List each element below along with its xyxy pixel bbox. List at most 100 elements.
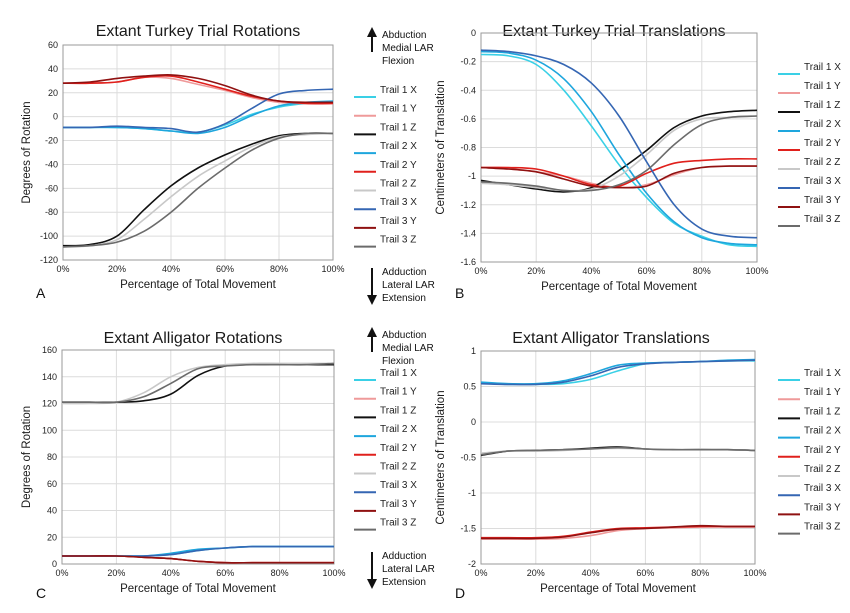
annotation-adduction: Adduction <box>382 551 426 562</box>
y-tick-label: -40 <box>45 159 58 169</box>
x-tick-label: 100% <box>743 568 766 578</box>
y-tick-label: 60 <box>47 479 57 489</box>
x-tick-label: 60% <box>216 568 234 578</box>
y-tick-label: -100 <box>40 231 58 241</box>
y-tick-label: -80 <box>45 207 58 217</box>
y-tick-label: -1.4 <box>460 228 476 238</box>
series-line-trail-3-x <box>480 359 756 386</box>
legend-entry: Trail 3 Z <box>804 214 840 225</box>
x-tick-label: 40% <box>162 568 180 578</box>
x-tick-label: 20% <box>107 568 125 578</box>
x-tick-label: 60% <box>216 264 234 274</box>
plot-frame <box>62 44 334 261</box>
x-tick-label: 60% <box>636 568 654 578</box>
series-line-trail-3-z <box>480 446 756 456</box>
legend-entry: Trail 3 X <box>804 176 841 187</box>
annotation-abduction: Abduction <box>382 30 426 41</box>
annotation-medial-lar: Medial LAR <box>382 43 434 54</box>
panel-letter: A <box>36 285 46 301</box>
x-tick-label: 100% <box>745 266 768 276</box>
y-tick-label: 120 <box>42 399 57 409</box>
y-tick-label: 20 <box>48 88 58 98</box>
chart-title: Extant Alligator Translations <box>512 330 709 347</box>
y-tick-label: 0 <box>52 559 57 569</box>
y-tick-label: -1.6 <box>460 257 476 267</box>
panel-letter: C <box>36 585 46 601</box>
legend-entry: Trail 1 Y <box>804 81 841 92</box>
y-tick-label: -0.4 <box>460 85 476 95</box>
y-tick-label: -1.2 <box>460 200 476 210</box>
chart-panel-b: Extant Turkey Trial Translations 0 -0.2 -0.… <box>435 23 841 301</box>
x-tick-label: 20% <box>527 568 545 578</box>
legend-entry: Trail 2 X <box>804 119 841 130</box>
x-axis-title: Percentage of Total Movement <box>120 583 277 595</box>
y-tick-label: -1 <box>468 488 476 498</box>
y-tick-label: -1.5 <box>460 524 476 534</box>
x-tick-label: 60% <box>638 266 656 276</box>
legend-entry: Trail 2 Y <box>804 138 841 149</box>
annotation-lateral-lar: Lateral LAR <box>382 280 435 291</box>
legend-entry: Trail 2 Y <box>804 445 841 456</box>
legend-entry: Trail 1 X <box>380 85 417 96</box>
legend-entry: Trail 2 Y <box>380 443 417 454</box>
chart-title: Extant Turkey Trial Translations <box>502 23 725 40</box>
y-tick-label: -0.5 <box>460 453 476 463</box>
legend-entry: Trail 3 Y <box>380 216 417 227</box>
series-line-trail-2-z <box>480 115 758 192</box>
y-tick-label: 140 <box>42 372 57 382</box>
panel-letter: B <box>455 285 464 301</box>
legend-entry: Trail 3 X <box>380 197 417 208</box>
legend-entry: Trail 2 X <box>380 424 417 435</box>
legend-entry: Trail 2 X <box>804 426 841 437</box>
annotation-adduction: Adduction <box>382 267 426 278</box>
series-line-trail-3-y <box>481 524 756 540</box>
y-tick-label: 80 <box>47 452 57 462</box>
legend-entry: Trail 1 Z <box>380 122 416 133</box>
x-tick-label: 100% <box>322 568 345 578</box>
annotation-abduction: Abduction <box>382 330 426 341</box>
x-tick-label: 80% <box>271 568 289 578</box>
chart-title: Extant Turkey Trial Rotations <box>96 23 301 40</box>
series-line-trail-2-x <box>62 100 334 135</box>
y-axis-title: Degrees of Rotation <box>21 406 33 508</box>
direction-annotation-bottom-a: Adduction Lateral LAR Extension <box>367 267 435 305</box>
x-tick-label: 40% <box>582 266 600 276</box>
direction-annotation-top-a: Abduction Medial LAR Flexion <box>367 27 434 67</box>
y-tick-label: 60 <box>48 40 58 50</box>
legend-entry: Trail 2 Y <box>380 160 417 171</box>
series-line-trail-2-y <box>480 158 758 188</box>
series-line-trail-3-x <box>62 88 334 134</box>
arrowhead-up-icon <box>367 27 377 37</box>
legend-entry: Trail 3 Z <box>380 518 416 529</box>
x-tick-label: 80% <box>691 568 709 578</box>
x-axis-title: Percentage of Total Movement <box>120 279 277 291</box>
legend-entry: Trail 3 Y <box>380 499 417 510</box>
series-line-trail-3-y <box>480 165 758 189</box>
annotation-extension: Extension <box>382 293 426 304</box>
annotation-extension: Extension <box>382 577 426 588</box>
direction-annotation-bottom-c: Adduction Lateral LAR Extension <box>367 551 435 589</box>
legend-entry: Trail 1 Y <box>380 104 417 115</box>
x-tick-label: 80% <box>693 266 711 276</box>
y-tick-label: 40 <box>48 64 58 74</box>
x-tick-label: 0% <box>56 264 69 274</box>
chart-panel-a: Extant Turkey Trial Rotations 60 40 20 0 -20 -… <box>21 23 417 301</box>
series-line-trail-1-z <box>61 363 334 404</box>
annotation-medial-lar: Medial LAR <box>382 343 434 354</box>
legend-entry: Trail 1 Y <box>380 387 417 398</box>
series-line-trail-3-z <box>61 362 335 404</box>
x-tick-label: 20% <box>527 266 545 276</box>
legend-entry: Trail 2 Z <box>380 462 416 473</box>
legend-entry: Trail 1 Z <box>804 406 840 417</box>
legend-entry: Trail 2 Z <box>804 157 840 168</box>
panel-letter: D <box>455 585 465 601</box>
chart-title: Extant Alligator Rotations <box>104 330 283 347</box>
series-line-trail-1-x <box>480 53 758 248</box>
legend-entry: Trail 3 Y <box>804 195 841 206</box>
direction-annotation-top-c: Abduction Medial LAR Flexion <box>367 327 434 367</box>
legend-entry: Trail 3 Z <box>804 522 840 533</box>
series-line-trail-3-z <box>62 132 334 248</box>
legend-entry: Trail 1 X <box>804 368 841 379</box>
y-tick-label: -0.8 <box>460 143 476 153</box>
legend-entry: Trail 1 Z <box>804 100 840 111</box>
